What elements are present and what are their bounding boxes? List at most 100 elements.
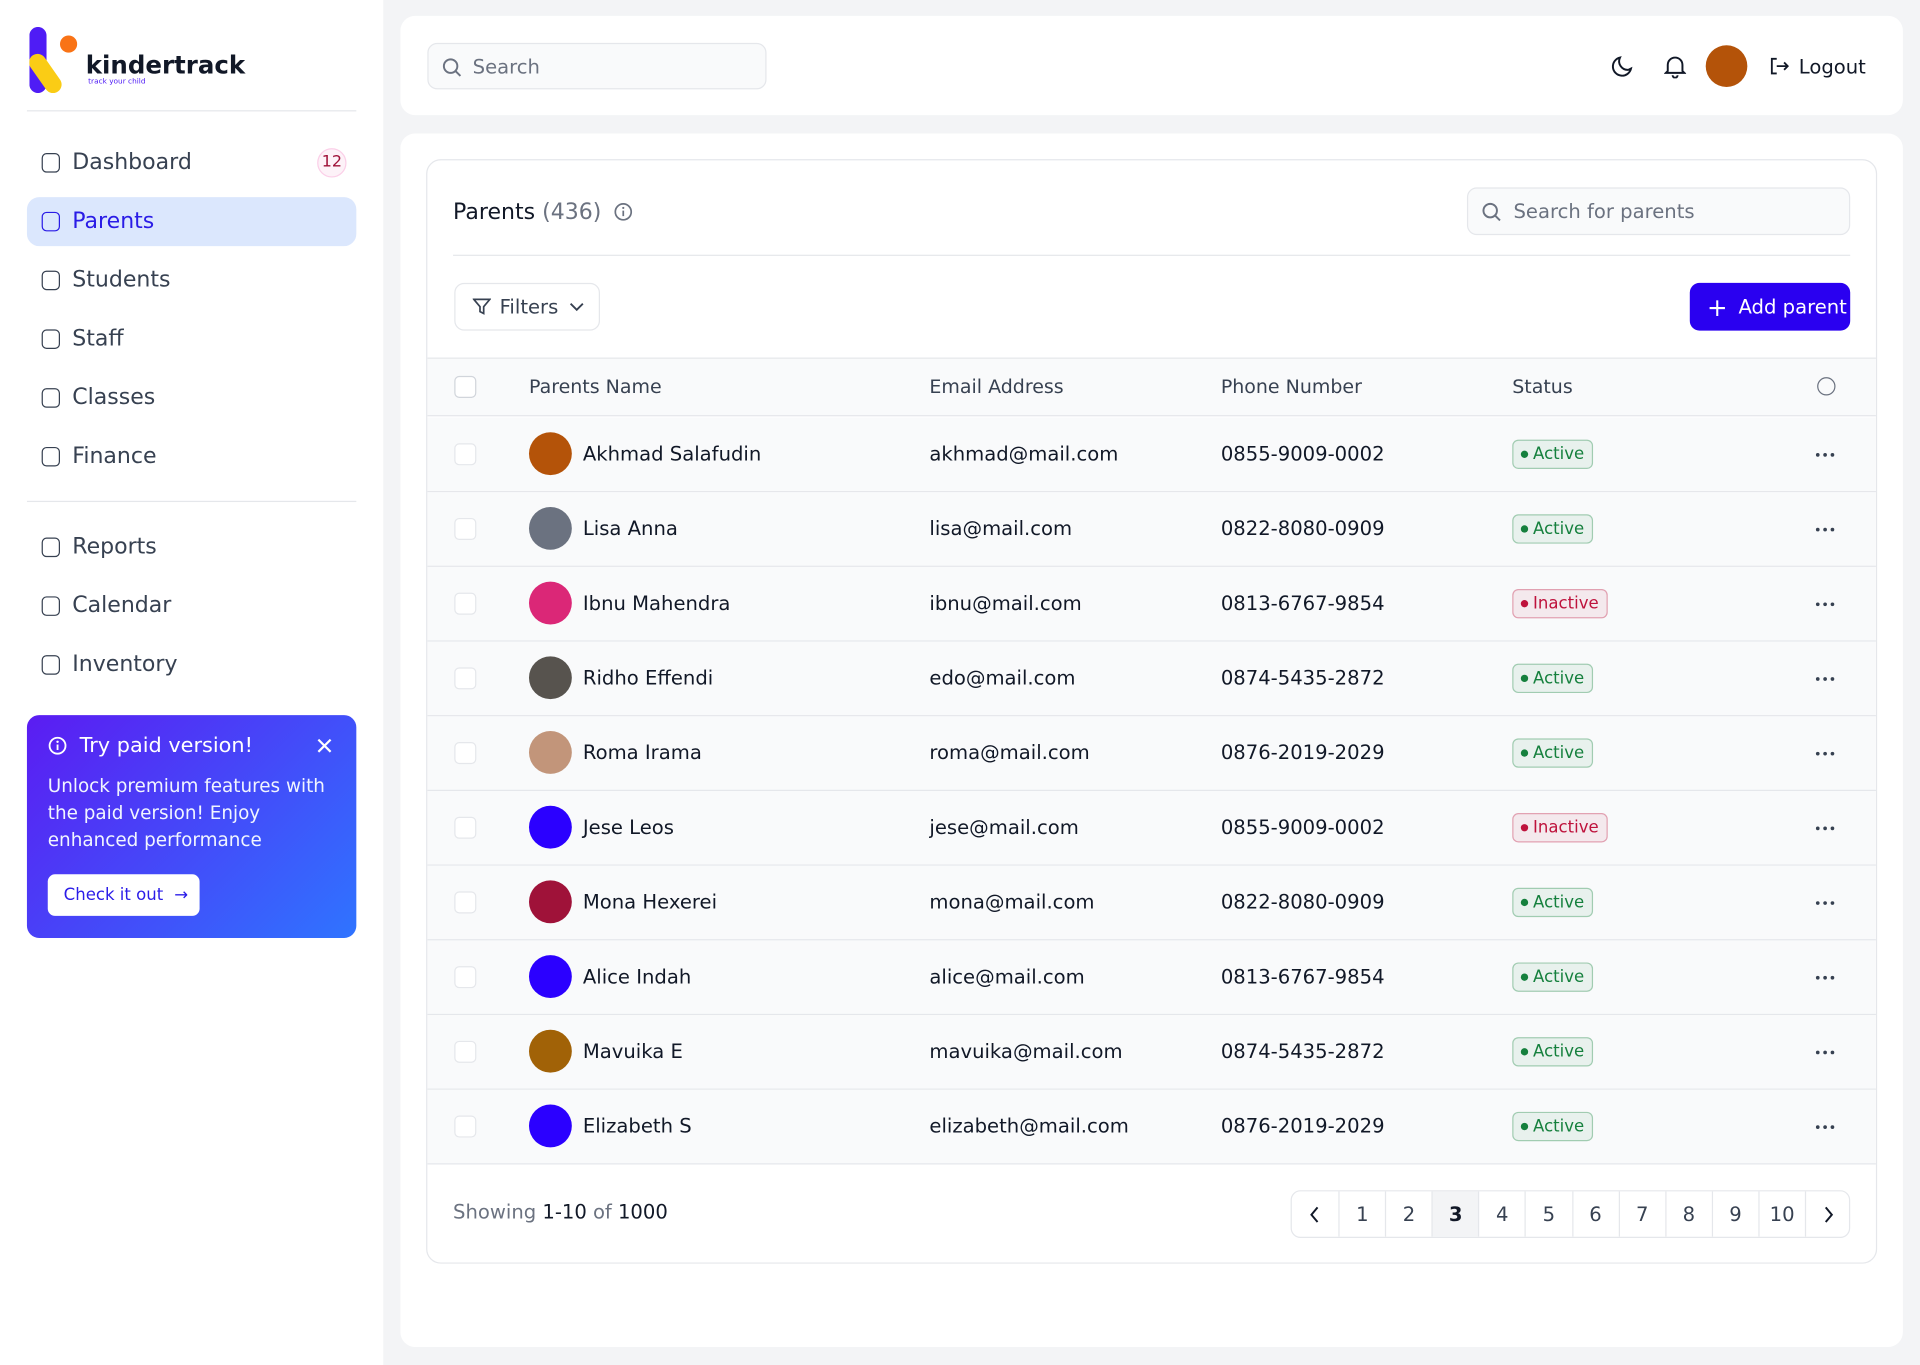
table-row: Ridho Effendi edo@mail.com 0874-5435-2872 A…: [427, 641, 1876, 717]
dot: [1830, 901, 1835, 905]
page-button[interactable]: 7: [1618, 1191, 1665, 1237]
page-arrow[interactable]: [1804, 1191, 1849, 1237]
nav-item[interactable]: Classes: [27, 373, 356, 422]
nav-item[interactable]: Parents: [26, 197, 357, 247]
nav-item[interactable]: Reports: [27, 523, 356, 572]
parent-name: Mona Hexerei: [582, 890, 718, 914]
checkbox[interactable]: [454, 375, 477, 398]
checkbox[interactable]: [454, 517, 477, 541]
dot: [1823, 602, 1827, 607]
promo: Try paid version! Unlock premium feature…: [26, 715, 357, 938]
phone: 0813-6767-9854: [1220, 964, 1385, 989]
row-actions[interactable]: [1815, 527, 1838, 533]
logout-button[interactable]: Logout: [1769, 53, 1866, 80]
close-button[interactable]: [317, 738, 332, 753]
row-actions[interactable]: [1815, 901, 1838, 906]
column-header[interactable]: Phone Number: [1220, 375, 1362, 398]
page-button[interactable]: 4: [1478, 1191, 1525, 1237]
search-placeholder: Search for parents: [1513, 199, 1695, 223]
status-dot: [1520, 450, 1529, 458]
checkbox[interactable]: [454, 592, 477, 615]
dot: [1830, 453, 1835, 457]
promo-button[interactable]: Check it out →: [47, 874, 200, 916]
status-badge: Active: [1512, 887, 1593, 918]
page-button[interactable]: 9: [1711, 1191, 1759, 1237]
nav-item[interactable]: Students: [27, 256, 356, 305]
filter-icon: [472, 298, 492, 315]
avatar: [528, 731, 572, 774]
summary-showing: Showing: [453, 1200, 537, 1224]
arrow: →: [174, 885, 189, 905]
page-button[interactable]: 8: [1664, 1191, 1712, 1237]
status-badge: Active: [1512, 439, 1593, 469]
nav-label: Finance: [72, 443, 157, 469]
row-actions[interactable]: [1815, 602, 1838, 607]
nav-label: Dashboard: [72, 149, 192, 176]
table-title: Parents (436): [453, 197, 633, 226]
row-actions[interactable]: [1815, 975, 1838, 981]
row-actions[interactable]: [1815, 751, 1838, 757]
checkbox[interactable]: [454, 816, 477, 839]
row-actions[interactable]: [1815, 1050, 1838, 1056]
help-icon[interactable]: [1817, 377, 1836, 396]
dot: [1830, 1050, 1835, 1055]
page-arrow[interactable]: [1292, 1191, 1339, 1236]
logout-label: Logout: [1798, 54, 1866, 78]
page-button[interactable]: 1: [1338, 1191, 1385, 1237]
checkbox[interactable]: [454, 1040, 477, 1063]
info-icon: [48, 736, 67, 755]
row-actions[interactable]: [1815, 1125, 1838, 1130]
divider: [26, 110, 357, 112]
page-button[interactable]: 10: [1758, 1191, 1805, 1237]
theme-toggle[interactable]: [1610, 54, 1634, 78]
search-input[interactable]: Search: [427, 42, 767, 90]
dot: [1830, 975, 1835, 980]
status-dot: [1520, 600, 1529, 608]
avatar: [528, 805, 572, 849]
checkbox[interactable]: [454, 667, 477, 690]
search-icon: [1482, 202, 1501, 222]
avatar: [528, 581, 572, 625]
column-header[interactable]: Status: [1512, 375, 1573, 398]
promo-button-label: Check it out: [63, 885, 164, 905]
nav-label: Classes: [72, 384, 156, 411]
table-row: Jese Leos jese@mail.com 0855-9009-0002 Inac…: [427, 791, 1876, 866]
page-button[interactable]: 6: [1571, 1191, 1619, 1237]
filters-label: Filters: [499, 295, 559, 319]
page-button[interactable]: 2: [1385, 1191, 1432, 1237]
column-header[interactable]: Parents Name: [528, 375, 662, 398]
dot: [1830, 1125, 1835, 1129]
notification-bell[interactable]: [1664, 54, 1687, 79]
checkbox[interactable]: [454, 891, 477, 914]
status-badge: Active: [1512, 514, 1593, 544]
parent-search[interactable]: Search for parents: [1466, 187, 1851, 236]
info-icon[interactable]: [614, 202, 634, 222]
dot: [1815, 677, 1820, 681]
nav-item[interactable]: Finance: [27, 432, 356, 481]
checkbox[interactable]: [454, 742, 477, 765]
nav-item[interactable]: Staff: [27, 315, 356, 364]
checkbox[interactable]: [454, 443, 477, 466]
nav-icon: [41, 329, 61, 349]
add-parent-button[interactable]: + Add parent: [1689, 282, 1851, 331]
page-button[interactable]: 3: [1431, 1191, 1479, 1237]
status-dot: [1520, 1122, 1529, 1131]
user-avatar[interactable]: [1705, 45, 1748, 87]
nav-label: Students: [72, 266, 171, 293]
nav-icon: [41, 655, 61, 675]
parent-name: Mavuika E: [582, 1039, 683, 1063]
checkbox[interactable]: [454, 1115, 477, 1138]
page-button[interactable]: 5: [1524, 1191, 1572, 1237]
nav-icon: [41, 153, 61, 173]
filters-button[interactable]: Filters: [454, 282, 601, 331]
nav-item[interactable]: Calendar: [27, 582, 356, 631]
column-header[interactable]: Email Address: [929, 375, 1064, 398]
row-actions[interactable]: [1815, 677, 1838, 682]
title: Parents: [453, 198, 536, 225]
nav-item[interactable]: Inventory: [27, 640, 356, 689]
row-actions[interactable]: [1815, 453, 1838, 458]
nav-item[interactable]: Dashboard 12: [27, 138, 356, 187]
row-actions[interactable]: [1815, 826, 1838, 832]
checkbox[interactable]: [454, 966, 477, 989]
table-row: Mavuika E mavuika@mail.com 0874-5435-2872 A…: [427, 1015, 1876, 1090]
